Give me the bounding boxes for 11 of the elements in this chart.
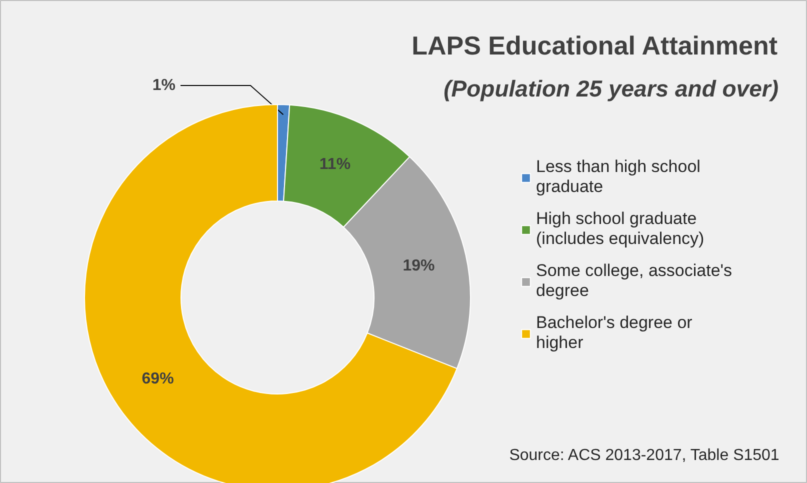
legend-label: Less than high school graduate xyxy=(536,157,700,197)
legend-label: Bachelor's degree or higher xyxy=(536,313,692,353)
source-note: Source: ACS 2013-2017, Table S1501 xyxy=(509,447,780,464)
data-label: 69% xyxy=(142,370,174,388)
data-label: 19% xyxy=(402,257,435,274)
legend-label: High school graduate (includes equivalency) xyxy=(536,209,704,249)
legend-label: Some college, associate's degree xyxy=(536,261,732,301)
data-label: 11% xyxy=(319,156,351,174)
chart-subtitle: (Population 25 years and over) xyxy=(444,76,779,102)
data-label: 1% xyxy=(152,77,176,94)
chart-title: LAPS Educational Attainment xyxy=(412,30,778,60)
